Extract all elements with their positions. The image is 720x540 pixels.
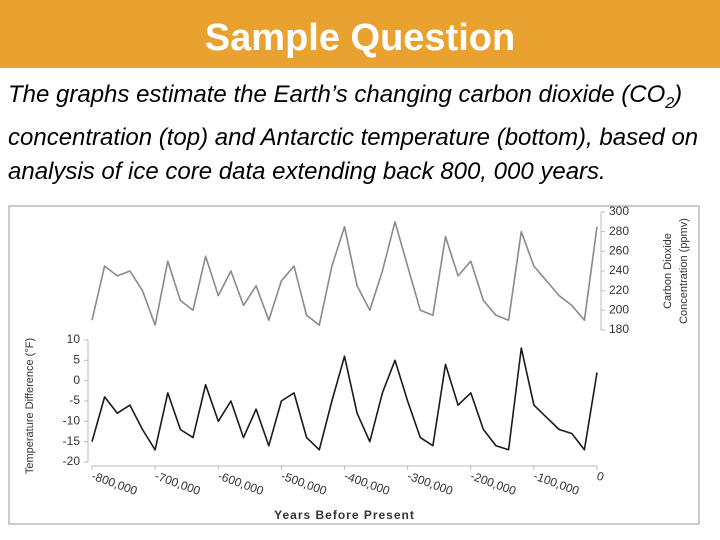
x-tick-label: -800,000 (90, 469, 140, 498)
x-tick-label: -700,000 (153, 469, 203, 498)
x-tick-label: -600,000 (216, 469, 266, 498)
y-tick-label: 260 (609, 244, 629, 258)
y-tick-label: 280 (609, 224, 629, 238)
y-tick-label: -5 (69, 393, 80, 407)
y-tick-label: 10 (67, 332, 81, 346)
y-tick-label: -15 (63, 434, 81, 448)
x-tick-label: -500,000 (279, 469, 329, 498)
y-axis-label: Temperature Difference (°F) (24, 338, 36, 474)
text-part: The graphs estimate the Earth’s changing… (8, 81, 666, 108)
x-tick-label: -100,000 (532, 469, 582, 498)
y-tick-label: 220 (609, 283, 629, 297)
x-tick-label: -400,000 (342, 469, 392, 498)
body-text: The graphs estimate the Earth’s changing… (8, 78, 708, 189)
y-tick-label: 0 (73, 373, 80, 387)
y-axis-label: Carbon Dioxide (662, 233, 674, 309)
data-line (91, 347, 598, 451)
x-tick-label: -200,000 (469, 469, 519, 498)
text-subscript: 2 (665, 94, 675, 112)
x-tick-label: -300,000 (406, 469, 456, 498)
y-tick-label: -10 (63, 414, 81, 428)
y-tick-label: -20 (63, 454, 81, 468)
x-tick-label: 0 (595, 469, 606, 485)
y-tick-label: 240 (609, 263, 629, 277)
data-line (91, 221, 598, 326)
y-axis-label: Concentration (ppmv) (678, 218, 690, 324)
y-tick-label: 200 (609, 303, 629, 317)
slide-title: Sample Question (0, 0, 720, 68)
x-axis-label: Years Before Present (274, 508, 415, 522)
y-tick-label: 5 (73, 353, 80, 367)
y-tick-label: 180 (609, 322, 629, 336)
y-tick-label: 300 (609, 204, 629, 218)
text-part: ) concentration (top) and Antarctic temp… (8, 81, 699, 185)
chart-frame (8, 205, 700, 525)
